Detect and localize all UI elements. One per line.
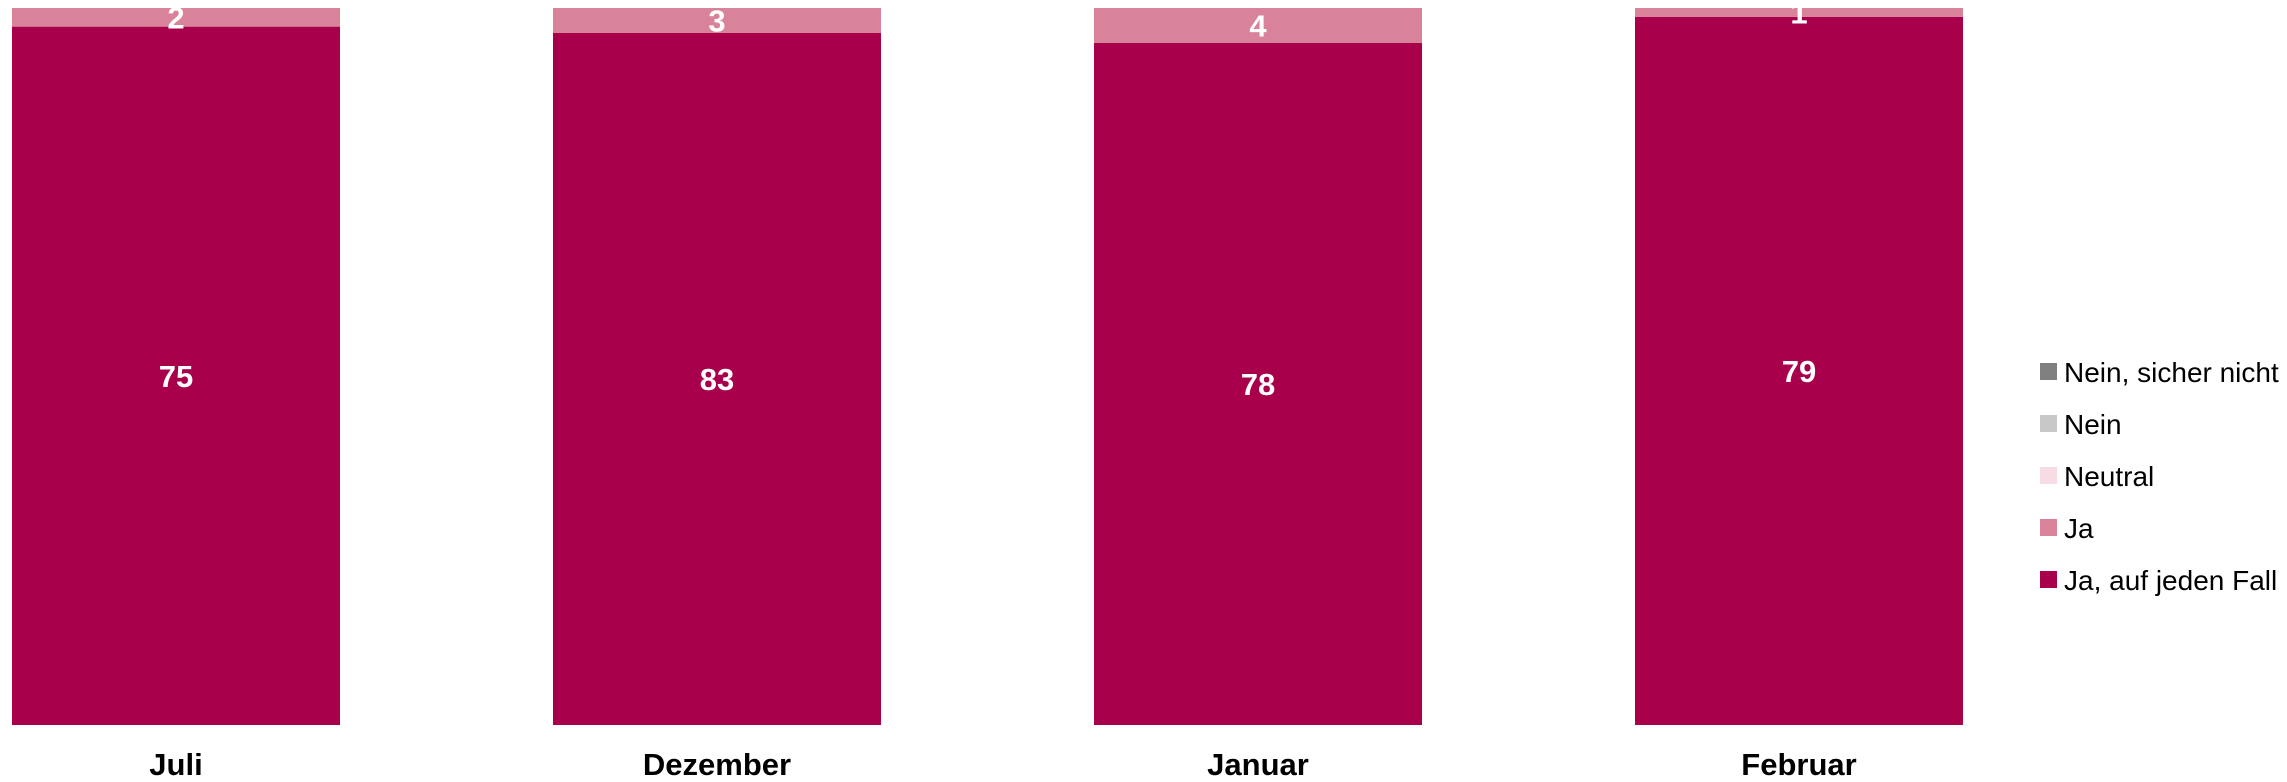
- legend-swatch-neutral: [2040, 467, 2057, 484]
- legend-label-ja-auf-jeden-fall: Ja, auf jeden Fall: [2064, 565, 2277, 596]
- legend-swatch-nein: [2040, 415, 2057, 432]
- bar-dezember-ja: [553, 8, 881, 34]
- legend-swatch-ja: [2040, 519, 2057, 536]
- data-label-februar-ja: 1: [1790, 0, 1807, 30]
- category-label-dezember: Dezember: [643, 747, 791, 777]
- bar-februar-ja-auf-jeden-fall: [1635, 16, 1963, 725]
- legend-label-nein-sicher-nicht: Nein, sicher nicht: [2064, 357, 2279, 388]
- category-label-februar: Februar: [1741, 747, 1856, 777]
- bar-februar-ja: [1635, 8, 1963, 17]
- legend-swatch-nein-sicher-nicht: [2040, 363, 2057, 380]
- bar-januar-ja-auf-jeden-fall: [1094, 42, 1422, 726]
- data-label-dezember-ja: 3: [708, 4, 725, 39]
- legend-label-ja: Ja: [2064, 513, 2094, 544]
- data-label-januar-ja: 4: [1249, 8, 1267, 43]
- data-label-februar-ja-auf-jeden-fall: 79: [1782, 354, 1816, 389]
- bar-dezember-ja-auf-jeden-fall: [553, 33, 881, 726]
- bar-juli-ja: [12, 8, 340, 27]
- data-label-juli-ja: 2: [167, 0, 184, 35]
- data-labels-layer: 75 2 83 3 78 4 79 1: [159, 0, 1816, 402]
- category-labels-layer: Juli Dezember Januar Februar: [149, 747, 1856, 782]
- data-label-juli-ja-auf-jeden-fall: 75: [159, 359, 193, 394]
- legend-swatch-ja-auf-jeden-fall: [2040, 571, 2057, 588]
- bars-layer: [12, 8, 1963, 726]
- bar-januar-ja: [1094, 8, 1422, 43]
- data-label-januar-ja-auf-jeden-fall: 78: [1241, 367, 1275, 402]
- legend: Nein, sicher nicht Nein Neutral Ja Ja, auf j…: [2040, 357, 2279, 596]
- legend-label-neutral: Neutral: [2064, 461, 2154, 492]
- category-label-januar: Januar: [1207, 747, 1309, 777]
- legend-label-nein: Nein: [2064, 409, 2122, 440]
- bar-juli-ja-auf-jeden-fall: [12, 26, 340, 726]
- data-label-dezember-ja-auf-jeden-fall: 83: [700, 362, 734, 397]
- category-label-juli: Juli: [149, 747, 202, 777]
